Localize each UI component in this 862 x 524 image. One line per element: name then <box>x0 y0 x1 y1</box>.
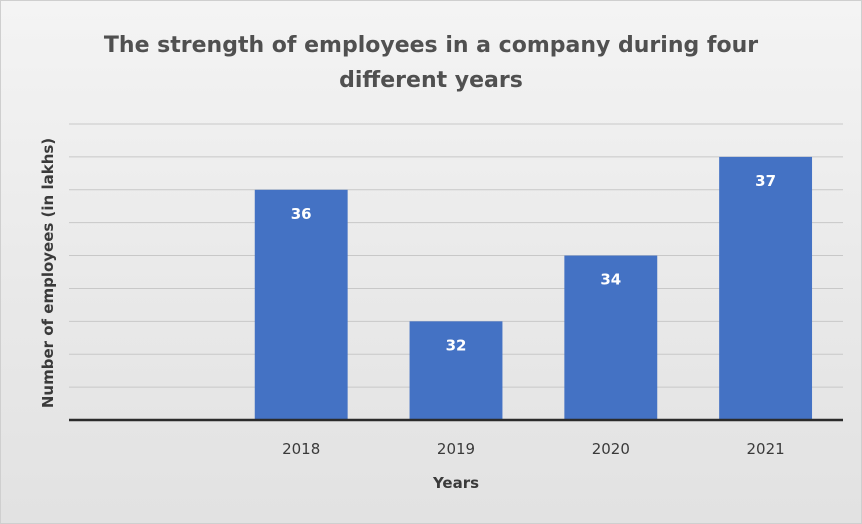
chart-title-line-2: different years <box>339 68 523 93</box>
y-axis-title: Number of employees (in lakhs) <box>39 138 57 408</box>
bar-2020 <box>564 255 658 420</box>
data-label-2019: 32 <box>446 336 467 354</box>
data-label-2021: 37 <box>755 172 776 190</box>
gridlines <box>69 123 843 388</box>
x-tick-label-2019: 2019 <box>437 440 475 458</box>
data-label-2020: 34 <box>600 271 621 289</box>
x-tick-label-2018: 2018 <box>282 440 320 458</box>
bar-2018 <box>254 189 348 420</box>
bars <box>254 156 813 420</box>
data-labels: 36 32 34 37 <box>291 172 776 354</box>
data-label-2018: 36 <box>291 205 312 223</box>
x-axis-title: Years <box>432 474 479 492</box>
chart-title-line-1: The strength of employees in a company d… <box>104 33 758 58</box>
bar-2021 <box>719 156 813 420</box>
x-tick-label-2021: 2021 <box>747 440 785 458</box>
x-tick-label-2020: 2020 <box>592 440 630 458</box>
x-axis-tick-labels: 2018 2019 2020 2021 <box>282 440 785 458</box>
bar-2019 <box>409 321 503 420</box>
